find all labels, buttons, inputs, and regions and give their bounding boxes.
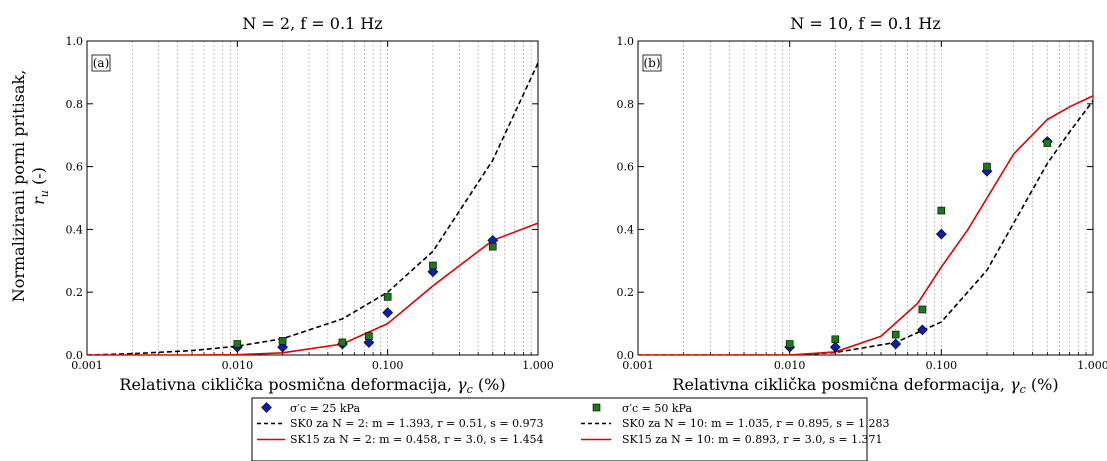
legend: σ′c = 25 kPa σ′c = 50 kPa SK0 za N = 2: …: [251, 397, 890, 461]
x-tick-label: 0.010: [774, 359, 806, 372]
x-tick-label: 1.000: [1077, 359, 1107, 372]
x-tick-label: 0.001: [622, 359, 654, 372]
data-point-25kpa: [890, 338, 902, 350]
plot-frame: [86, 40, 539, 356]
series-curve-sk15: [638, 95, 1093, 355]
data-point-50kpa: [918, 305, 927, 314]
data-point-50kpa: [338, 338, 347, 347]
x-axis-label: Relativna ciklička posmična deformacija,…: [119, 375, 505, 396]
y-axis-label-2: ru (-): [29, 167, 51, 205]
data-point-50kpa: [937, 206, 946, 215]
panel-a: 0.001 0.010 0.100 1.000 0.0 0.2 0.4 0.6 0.8 1.0 N …: [66, 14, 554, 396]
series-layer: [638, 95, 1093, 355]
y-tick-label: 0.6: [66, 161, 84, 174]
y-tick-label: 0.2: [66, 286, 84, 299]
y-axis-label: Normalizirani porni pritisak,: [9, 70, 28, 303]
data-point-25kpa: [277, 341, 288, 353]
legend-label-sk0-n10: SK0 za N = 10: m = 1.035, r = 0.895, s =…: [622, 417, 890, 430]
chart-title: N = 2, f = 0.1 Hz: [242, 14, 382, 33]
legend-label-25kpa: σ′c = 25 kPa: [290, 402, 360, 415]
data-point-50kpa: [1043, 139, 1052, 147]
plot-frame: [637, 40, 1094, 356]
data-point-50kpa: [831, 335, 840, 344]
panel-label-box: [91, 54, 111, 72]
y-tick-label: 0.4: [66, 223, 84, 236]
x-tick-label: 0.100: [926, 359, 958, 372]
legend-label-50kpa: σ′c = 50 kPa: [622, 402, 692, 415]
data-point-25kpa: [829, 341, 841, 353]
data-point-50kpa: [429, 261, 437, 270]
x-tick-label: 0.100: [372, 359, 404, 372]
data-point-25kpa: [487, 235, 499, 246]
series-curve-sk0: [87, 62, 538, 355]
panel-label-box: [642, 54, 662, 72]
data-point-25kpa: [363, 337, 375, 348]
data-point-50kpa: [488, 242, 497, 251]
y-tick-label: 0.8: [66, 98, 84, 111]
legend-diamond-marker: [261, 402, 272, 413]
series-layer: [87, 62, 538, 355]
data-point-50kpa: [383, 293, 392, 301]
y-tick-label: 0.2: [617, 286, 635, 299]
y-tick-label: 0.6: [617, 161, 635, 174]
series-curve-sk0: [638, 100, 1093, 355]
data-point-25kpa: [382, 307, 394, 318]
x-tick-label: 0.010: [222, 359, 254, 372]
legend-label-sk0-n2: SK0 za N = 2: m = 1.393, r = 0.51, s = 0…: [290, 417, 544, 430]
legend-label-sk15-n10: SK15 za N = 10: m = 0.893, r = 3.0, s = …: [622, 433, 883, 446]
legend-box: [251, 397, 868, 461]
data-point-50kpa: [278, 337, 287, 345]
data-point-25kpa: [935, 228, 947, 240]
data-point-25kpa: [427, 266, 439, 278]
panel-b: 0.001 0.010 0.100 1.000 0.0 0.2 0.4 0.6 0.8 1.0 N …: [617, 14, 1107, 396]
x-tick-label: 0.001: [71, 359, 103, 372]
y-axis-label-line2: ru (-): [29, 167, 51, 205]
y-tick-label: 0.8: [617, 98, 635, 111]
x-tick-label: 1.000: [522, 359, 554, 372]
y-axis-label-line1: Normalizirani porni pritisak,: [9, 70, 28, 303]
data-point-50kpa: [233, 340, 242, 348]
y-tick-label: 0.0: [617, 349, 635, 362]
data-point-25kpa: [917, 324, 928, 336]
chart-title: N = 10, f = 0.1 Hz: [790, 14, 941, 33]
data-point-50kpa: [891, 330, 900, 339]
data-point-50kpa: [785, 340, 794, 348]
y-tick-label: 0.0: [66, 349, 84, 362]
panel-label: (b): [643, 56, 660, 70]
series-curve-sk15: [87, 222, 538, 355]
y-tick-label: 0.4: [617, 223, 635, 236]
y-tick-label: 1.0: [66, 35, 84, 48]
x-axis-label: Relativna ciklička posmična deformacija,…: [672, 375, 1058, 396]
data-point-50kpa: [365, 332, 373, 340]
data-point-50kpa: [983, 162, 991, 171]
legend-label-sk15-n2: SK15 za N = 2: m = 0.458, r = 3.0, s = 1…: [290, 433, 544, 446]
y-tick-label: 1.0: [617, 35, 635, 48]
panel-label: (a): [93, 56, 110, 70]
legend-square-marker: [592, 403, 601, 412]
